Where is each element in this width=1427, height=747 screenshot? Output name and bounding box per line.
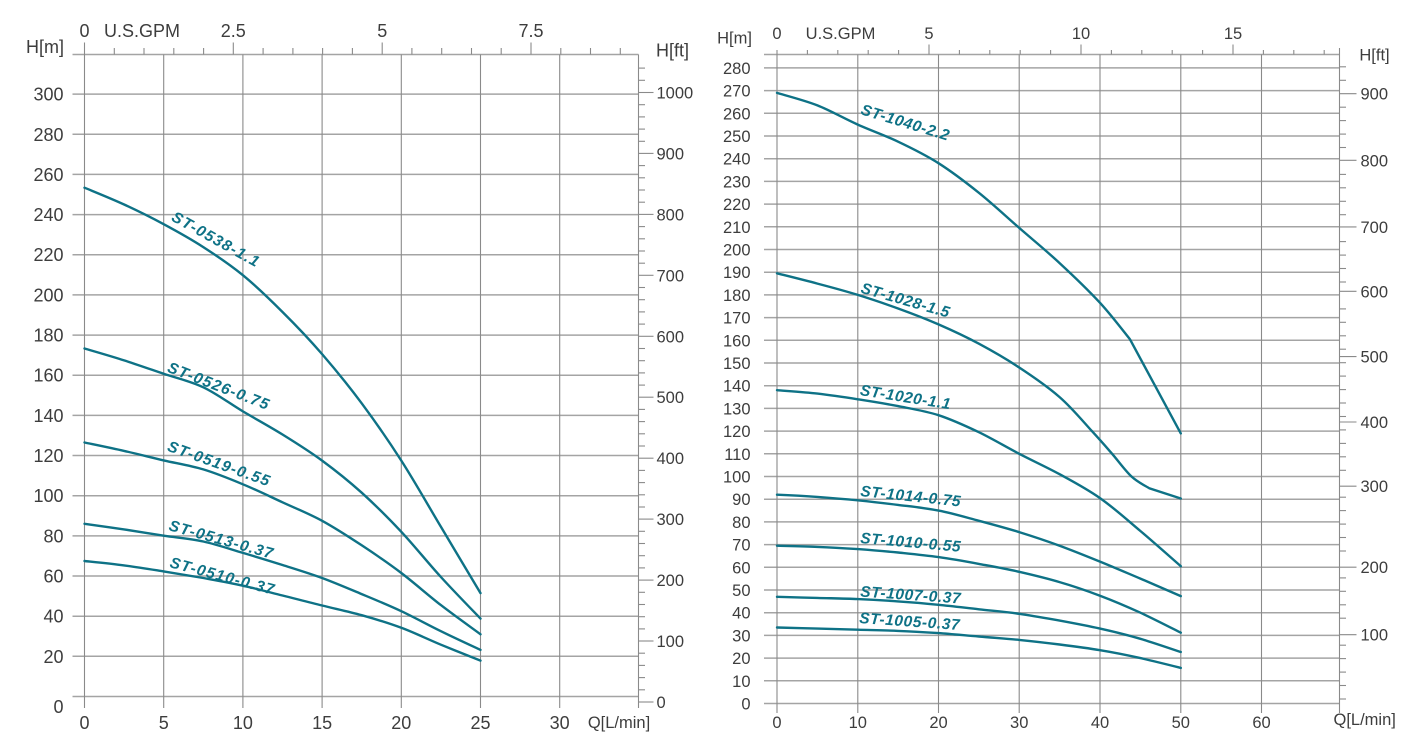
svg-text:400: 400 bbox=[1361, 414, 1389, 432]
svg-text:50: 50 bbox=[1172, 714, 1190, 732]
svg-text:50: 50 bbox=[732, 582, 750, 600]
svg-text:700: 700 bbox=[657, 267, 685, 285]
svg-text:1000: 1000 bbox=[657, 85, 694, 103]
svg-text:110: 110 bbox=[724, 446, 750, 464]
svg-text:240: 240 bbox=[33, 205, 63, 225]
svg-text:300: 300 bbox=[33, 85, 63, 105]
svg-text:800: 800 bbox=[1361, 152, 1389, 170]
svg-text:200: 200 bbox=[657, 572, 685, 590]
svg-text:0: 0 bbox=[741, 696, 750, 714]
svg-text:400: 400 bbox=[657, 450, 685, 468]
svg-text:280: 280 bbox=[33, 125, 63, 145]
svg-text:15: 15 bbox=[1224, 25, 1242, 43]
svg-text:Q[L/min]: Q[L/min] bbox=[1334, 711, 1396, 729]
svg-text:0: 0 bbox=[772, 714, 781, 732]
svg-text:80: 80 bbox=[43, 526, 63, 546]
svg-text:800: 800 bbox=[657, 206, 685, 224]
svg-text:210: 210 bbox=[723, 219, 751, 237]
svg-text:10: 10 bbox=[849, 714, 867, 732]
svg-text:40: 40 bbox=[732, 605, 750, 623]
svg-text:190: 190 bbox=[723, 264, 751, 282]
svg-text:40: 40 bbox=[1091, 714, 1109, 732]
svg-text:150: 150 bbox=[723, 355, 751, 373]
svg-text:40: 40 bbox=[43, 607, 63, 627]
svg-text:180: 180 bbox=[723, 287, 751, 305]
svg-text:500: 500 bbox=[657, 389, 685, 407]
svg-text:230: 230 bbox=[723, 173, 751, 191]
svg-text:30: 30 bbox=[550, 713, 570, 733]
svg-text:240: 240 bbox=[723, 151, 751, 169]
svg-text:600: 600 bbox=[1361, 283, 1389, 301]
svg-text:H[m]: H[m] bbox=[717, 30, 752, 48]
svg-text:700: 700 bbox=[1361, 219, 1389, 237]
svg-text:10: 10 bbox=[233, 713, 253, 733]
svg-text:U.S.GPM: U.S.GPM bbox=[104, 21, 180, 41]
svg-text:5: 5 bbox=[377, 21, 387, 41]
svg-text:100: 100 bbox=[1361, 627, 1389, 645]
svg-text:H[ft]: H[ft] bbox=[1359, 47, 1389, 65]
svg-text:25: 25 bbox=[470, 713, 490, 733]
svg-text:H[m]: H[m] bbox=[26, 37, 64, 57]
svg-text:160: 160 bbox=[723, 332, 751, 350]
svg-text:270: 270 bbox=[723, 83, 751, 101]
svg-text:30: 30 bbox=[1010, 714, 1028, 732]
svg-text:300: 300 bbox=[657, 511, 685, 529]
svg-text:180: 180 bbox=[33, 326, 63, 346]
svg-text:70: 70 bbox=[732, 537, 750, 555]
svg-text:20: 20 bbox=[929, 714, 947, 732]
svg-text:220: 220 bbox=[723, 196, 751, 214]
svg-text:5: 5 bbox=[159, 713, 169, 733]
svg-text:20: 20 bbox=[391, 713, 411, 733]
svg-text:20: 20 bbox=[732, 650, 750, 668]
svg-text:120: 120 bbox=[723, 423, 751, 441]
svg-text:0: 0 bbox=[79, 21, 89, 41]
svg-text:10: 10 bbox=[1072, 25, 1090, 43]
svg-text:0: 0 bbox=[79, 713, 89, 733]
svg-text:2.5: 2.5 bbox=[221, 21, 246, 41]
svg-text:200: 200 bbox=[1361, 559, 1389, 577]
svg-text:60: 60 bbox=[1252, 714, 1270, 732]
svg-text:90: 90 bbox=[732, 491, 750, 509]
svg-text:80: 80 bbox=[732, 514, 750, 532]
svg-text:900: 900 bbox=[657, 145, 685, 163]
svg-text:100: 100 bbox=[33, 486, 63, 506]
svg-text:60: 60 bbox=[732, 559, 750, 577]
svg-text:200: 200 bbox=[723, 242, 751, 260]
svg-text:260: 260 bbox=[723, 105, 751, 123]
svg-text:600: 600 bbox=[657, 328, 685, 346]
svg-text:U.S.GPM: U.S.GPM bbox=[806, 25, 876, 43]
svg-text:500: 500 bbox=[1361, 349, 1389, 367]
svg-text:Q[L/min]: Q[L/min] bbox=[588, 714, 650, 732]
svg-text:0: 0 bbox=[772, 25, 781, 43]
svg-text:H[ft]: H[ft] bbox=[656, 41, 689, 61]
svg-text:300: 300 bbox=[1361, 478, 1389, 496]
svg-text:250: 250 bbox=[723, 128, 751, 146]
svg-text:100: 100 bbox=[657, 633, 685, 651]
svg-text:0: 0 bbox=[53, 697, 63, 717]
svg-text:15: 15 bbox=[312, 713, 332, 733]
svg-text:7.5: 7.5 bbox=[518, 21, 543, 41]
svg-text:220: 220 bbox=[33, 245, 63, 265]
svg-text:260: 260 bbox=[33, 165, 63, 185]
svg-text:20: 20 bbox=[43, 647, 63, 667]
svg-text:10: 10 bbox=[732, 673, 750, 691]
svg-text:900: 900 bbox=[1361, 86, 1389, 104]
svg-text:130: 130 bbox=[723, 400, 751, 418]
svg-text:160: 160 bbox=[33, 366, 63, 386]
svg-text:200: 200 bbox=[33, 285, 63, 305]
svg-text:170: 170 bbox=[723, 310, 751, 328]
svg-text:60: 60 bbox=[43, 567, 63, 587]
svg-text:140: 140 bbox=[33, 406, 63, 426]
svg-text:280: 280 bbox=[723, 60, 751, 78]
svg-text:140: 140 bbox=[723, 378, 751, 396]
svg-text:5: 5 bbox=[924, 25, 933, 43]
svg-text:0: 0 bbox=[657, 694, 666, 712]
svg-text:30: 30 bbox=[732, 627, 750, 645]
svg-text:100: 100 bbox=[723, 469, 751, 487]
svg-text:120: 120 bbox=[33, 446, 63, 466]
